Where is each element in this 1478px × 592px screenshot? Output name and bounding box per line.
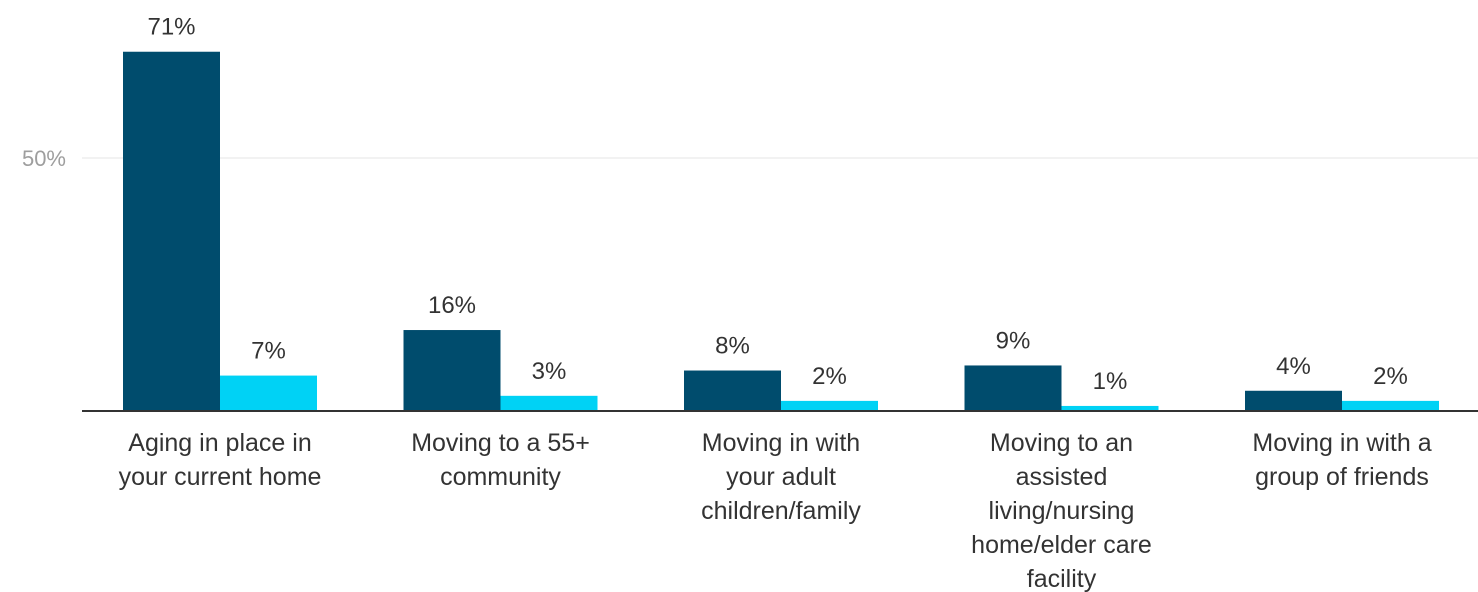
bars bbox=[123, 51, 1439, 412]
data-label-series2-2: 3% bbox=[532, 358, 567, 385]
bar-series1-5 bbox=[1245, 390, 1342, 411]
data-label-series2-3: 2% bbox=[812, 363, 847, 390]
y-axis-ticks: 50% bbox=[22, 146, 66, 171]
category-label-line: Moving to an bbox=[990, 429, 1133, 457]
category-label-3: Moving in with your adult children/family bbox=[701, 429, 861, 525]
data-label-series1-1: 71% bbox=[147, 14, 195, 41]
category-label-2: Moving to a 55+ community bbox=[411, 429, 590, 491]
category-label-line: home/elder care bbox=[971, 531, 1152, 559]
data-label-series1-5: 4% bbox=[1276, 353, 1311, 380]
data-label-series1-4: 9% bbox=[996, 327, 1031, 354]
category-label-line: facility bbox=[1027, 565, 1097, 592]
bar-series1-1 bbox=[123, 51, 220, 412]
data-label-series1-3: 8% bbox=[715, 333, 750, 360]
bar-series2-2 bbox=[500, 395, 598, 411]
bar-series2-5 bbox=[1342, 400, 1439, 411]
category-label-4: Moving to an assisted living/nursing home/e… bbox=[971, 429, 1152, 592]
category-label-line: Moving in with a bbox=[1252, 429, 1431, 457]
bar-series1-4 bbox=[964, 365, 1062, 411]
category-label-line: assisted bbox=[1016, 463, 1108, 491]
data-labels: 71% 16% 8% 9% 4% 7% 3% 2% 1% 2% bbox=[147, 14, 1407, 395]
category-label-line: living/nursing bbox=[989, 497, 1135, 525]
category-label-1: Aging in place in your current home bbox=[119, 429, 322, 491]
category-label-line: your adult bbox=[726, 463, 836, 491]
bar-series1-2 bbox=[403, 330, 501, 411]
data-label-series1-2: 16% bbox=[428, 292, 476, 319]
category-label-line: Moving in with bbox=[702, 429, 860, 457]
category-label-line: children/family bbox=[701, 497, 861, 525]
category-label-5: Moving in with a group of friends bbox=[1252, 429, 1431, 491]
bar-series1-3 bbox=[684, 370, 781, 411]
bar-series2-4 bbox=[1061, 405, 1159, 411]
category-label-line: Moving to a 55+ bbox=[411, 429, 590, 457]
category-label-line: group of friends bbox=[1255, 463, 1429, 491]
data-label-series2-5: 2% bbox=[1373, 363, 1408, 390]
category-label-line: Aging in place in bbox=[128, 429, 311, 457]
bar-series2-3 bbox=[781, 400, 878, 411]
data-label-series2-1: 7% bbox=[251, 338, 286, 365]
category-label-line: your current home bbox=[119, 463, 322, 491]
y-tick-label: 50% bbox=[22, 146, 66, 171]
category-labels: Aging in place in your current home Moving… bbox=[119, 429, 1432, 592]
data-label-series2-4: 1% bbox=[1093, 368, 1128, 395]
bar-series2-1 bbox=[220, 375, 317, 411]
category-label-line: community bbox=[440, 463, 561, 491]
